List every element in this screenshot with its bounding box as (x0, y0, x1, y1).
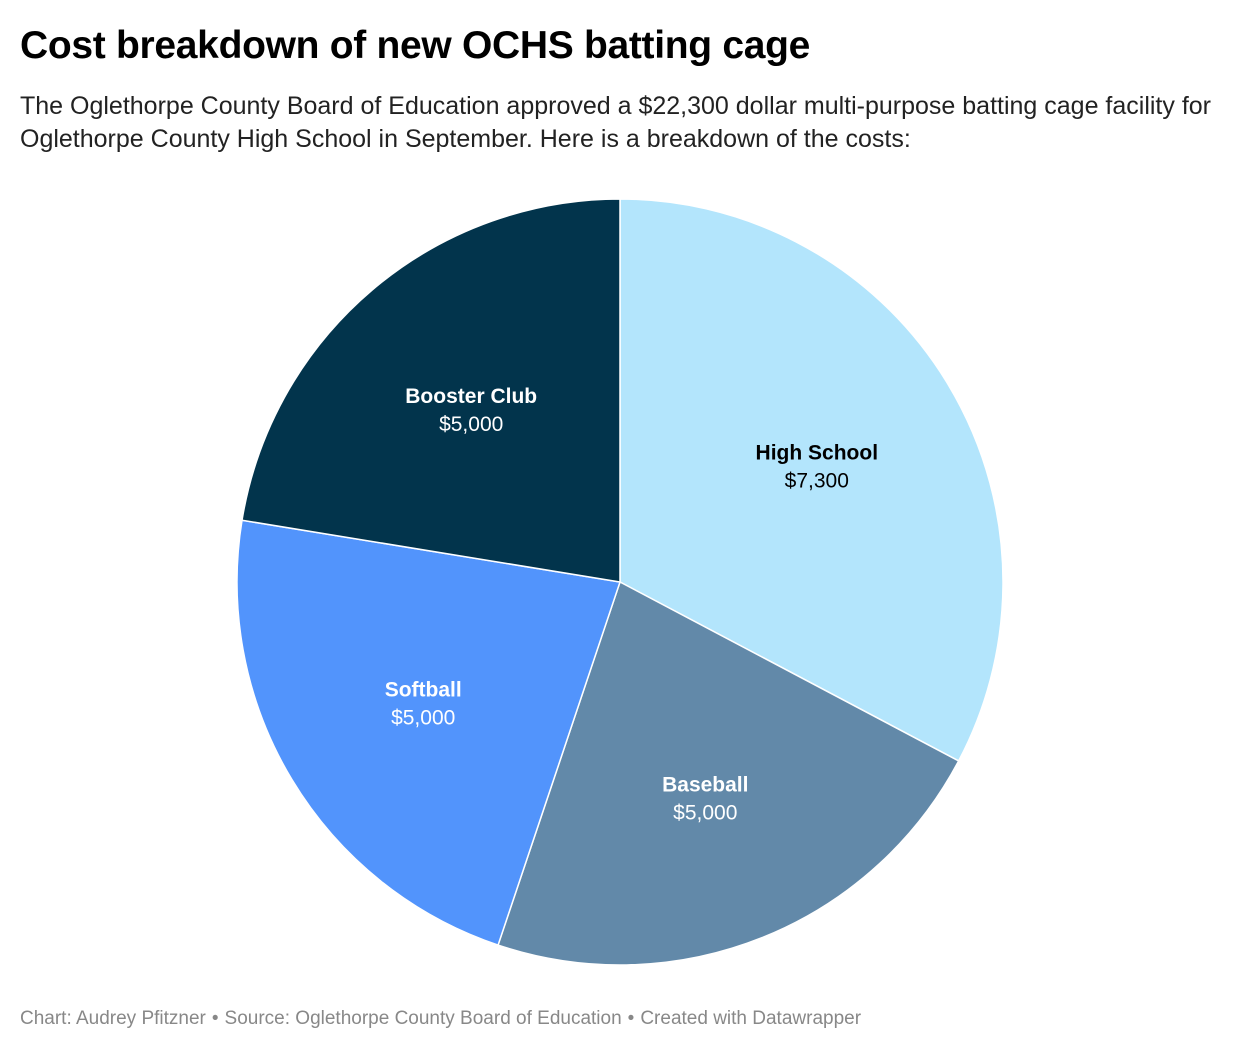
slice-label-value: $5,000 (439, 413, 503, 436)
footer-created-with: Created with Datawrapper (640, 1008, 862, 1029)
slice-label-softball: Softball $5,000 (385, 679, 462, 730)
pie-labels: High School $7,300 Baseball $5,000 Softball $… (385, 385, 878, 825)
pie-slice-baseball (497, 580, 960, 966)
pie-slice-high-school (619, 198, 1004, 762)
footer-source: Source: Oglethorpe County Board of Educa… (224, 1008, 622, 1029)
slice-label-high-school: High School $7,300 (756, 441, 879, 492)
slice-label-name: Softball (385, 679, 462, 702)
pie-slice-booster-club (241, 198, 621, 583)
chart-subtitle: The Oglethorpe County Board of Education… (20, 92, 1212, 153)
footer-separator: • (627, 1008, 635, 1029)
slice-label-name: High School (756, 441, 879, 464)
slice-label-booster-club: Booster Club $5,000 (405, 385, 537, 436)
footer-chart-credit: Chart: Audrey Pfitzner (20, 1008, 206, 1029)
slice-label-value: $7,300 (785, 469, 849, 492)
pie-slice-softball (236, 519, 621, 947)
slice-label-name: Baseball (662, 773, 748, 796)
footer-separator: • (211, 1008, 219, 1029)
chart-footer: Chart: Audrey Pfitzner • Source: Oglethorp… (20, 1006, 861, 1032)
slice-label-name: Booster Club (405, 385, 537, 408)
slice-label-baseball: Baseball $5,000 (662, 773, 748, 824)
pie-slices (236, 198, 1004, 966)
slice-label-value: $5,000 (391, 707, 455, 730)
chart-title: Cost breakdown of new OCHS batting cage (20, 24, 811, 67)
slice-label-value: $5,000 (673, 801, 737, 824)
